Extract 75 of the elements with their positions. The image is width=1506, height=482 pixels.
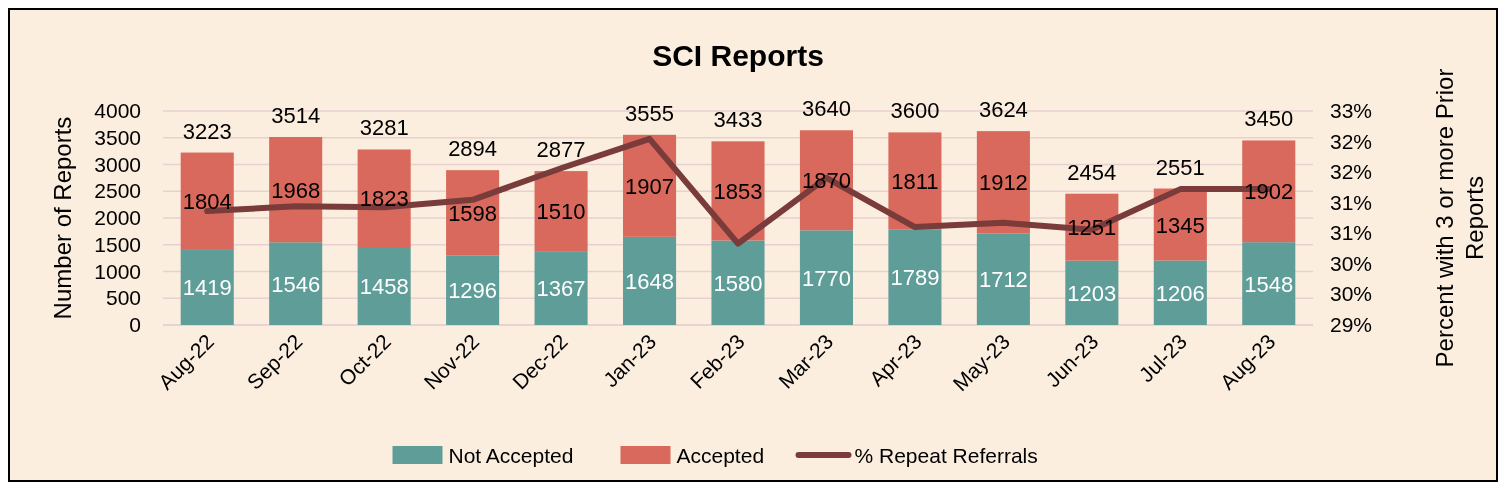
data-label: 1811 <box>891 168 939 194</box>
total-label: 3450 <box>1244 106 1294 132</box>
bar <box>623 236 677 325</box>
data-label: 1907 <box>625 173 675 199</box>
bar <box>799 230 853 325</box>
data-label: 1458 <box>359 274 409 299</box>
data-label: 1367 <box>536 276 586 302</box>
legend-label: % Repeat Referrals <box>854 444 1038 467</box>
data-label: 1823 <box>359 186 409 212</box>
data-label: 1804 <box>182 188 232 214</box>
data-label: 1912 <box>978 170 1028 196</box>
bar <box>534 171 588 252</box>
data-label: 1548 <box>1244 271 1294 297</box>
chart-title: SCI Reports <box>652 39 824 72</box>
legend-label: Not Accepted <box>448 444 574 467</box>
y-tick-label: 2500 <box>94 179 141 203</box>
total-label: 3223 <box>182 118 232 144</box>
data-label: 1789 <box>890 265 940 291</box>
bar <box>711 240 765 325</box>
total-label: 2454 <box>1067 159 1117 185</box>
y2-tick-label: 29% <box>1330 313 1373 336</box>
data-label: 1251 <box>1067 215 1117 241</box>
y2-tick-label: 30% <box>1330 282 1373 306</box>
y2-tick-label: 31% <box>1330 221 1373 245</box>
data-label: 1510 <box>536 199 586 225</box>
total-label: 2877 <box>536 137 586 163</box>
y-tick-label: 0 <box>129 313 141 336</box>
y2-tick-label: 30% <box>1330 251 1373 275</box>
data-label: 1712 <box>978 267 1028 293</box>
y2-tick-label: 32% <box>1330 129 1373 153</box>
data-label: 1870 <box>801 168 851 194</box>
legend-label: Accepted <box>676 444 765 467</box>
total-label: 3433 <box>713 107 763 133</box>
y-tick-label: 500 <box>105 286 141 310</box>
total-label: 2894 <box>448 136 498 162</box>
bar <box>1242 242 1296 325</box>
total-label: 3624 <box>978 97 1028 123</box>
y-tick-label: 2000 <box>94 206 141 229</box>
data-label: 1546 <box>271 271 321 297</box>
y-tick-label: 3500 <box>94 125 141 149</box>
y-tick-label: 1500 <box>94 232 141 256</box>
data-label: 1598 <box>448 200 498 226</box>
total-label: 3640 <box>801 96 851 122</box>
data-label: 1853 <box>713 178 763 204</box>
y2-axis-title: Percent with 3 or more Prior Reports <box>1431 68 1488 368</box>
y-tick-label: 4000 <box>94 99 141 122</box>
data-label: 1296 <box>448 278 498 304</box>
y2-tick-label: 33% <box>1330 99 1373 122</box>
data-label: 1968 <box>271 177 321 203</box>
data-label: 1203 <box>1067 280 1117 306</box>
data-label: 1206 <box>1155 280 1205 306</box>
y-tick-label: 1000 <box>94 259 141 283</box>
total-label: 2551 <box>1155 154 1205 180</box>
bar <box>976 233 1030 325</box>
y-axis-title: Number of Reports <box>49 116 76 320</box>
y2-tick-label: 31% <box>1330 190 1373 214</box>
data-label: 1902 <box>1244 179 1294 205</box>
total-label: 3600 <box>890 98 940 124</box>
bar <box>269 242 323 325</box>
y2-tick-label: 32% <box>1330 160 1373 184</box>
y-tick-label: 3000 <box>94 152 141 176</box>
total-label: 3514 <box>271 103 321 128</box>
bar <box>534 251 588 325</box>
data-label: 1770 <box>801 265 851 291</box>
bar <box>180 249 234 325</box>
total-label: 3555 <box>625 100 675 126</box>
bar <box>888 229 942 325</box>
data-label: 1648 <box>625 268 675 294</box>
data-label: 1419 <box>182 275 232 301</box>
data-label: 1345 <box>1155 212 1205 238</box>
total-label: 3281 <box>359 115 409 141</box>
bar <box>1153 260 1207 325</box>
bar <box>357 247 411 325</box>
bar <box>1242 140 1296 243</box>
data-label: 1580 <box>713 270 763 296</box>
